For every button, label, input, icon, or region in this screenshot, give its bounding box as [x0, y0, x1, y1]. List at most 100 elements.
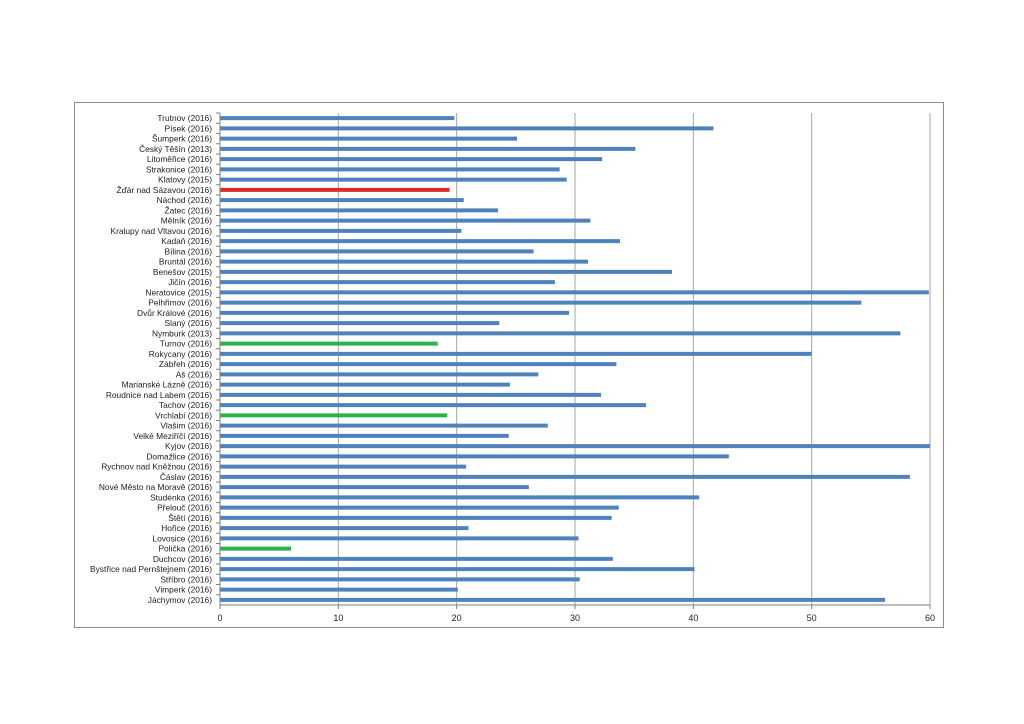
- category-label: Bruntál (2016): [159, 257, 212, 267]
- x-tick-label: 40: [688, 613, 698, 623]
- bars: [220, 116, 930, 602]
- bar: [220, 167, 560, 172]
- category-label: Rychnov nad Kněžnou (2016): [101, 462, 212, 472]
- category-label: Slaný (2016): [165, 318, 213, 328]
- bar: [220, 485, 529, 490]
- category-label: Bystřice nad Pernštejnem (2016): [90, 564, 212, 574]
- bar: [220, 321, 500, 326]
- category-label: Stříbro (2016): [160, 574, 212, 584]
- category-label: Trutnov (2016): [157, 113, 212, 123]
- bar: [220, 505, 619, 510]
- bar: [220, 269, 673, 274]
- bar: [220, 423, 548, 428]
- category-label: Aš (2016): [176, 369, 213, 379]
- category-label: Pelhřimov (2016): [148, 298, 212, 308]
- bar: [220, 280, 555, 285]
- category-label: Velké Meziříčí (2016): [133, 431, 212, 441]
- x-tick-labels: 0 10 20 30 40 50 60: [217, 613, 935, 623]
- category-label: Zábřeh (2016): [159, 359, 212, 369]
- bar: [220, 218, 591, 223]
- category-label: Bílina (2016): [165, 246, 213, 256]
- category-label: Žďár nad Sázavou (2016): [117, 185, 213, 195]
- bar: [220, 515, 612, 520]
- bar: [220, 300, 862, 305]
- category-label: Kyjov (2016): [165, 441, 212, 451]
- bar: [220, 341, 438, 346]
- category-label: Duchcov (2016): [153, 554, 212, 564]
- bar: [220, 536, 579, 541]
- bar: [220, 259, 589, 264]
- bar: [220, 116, 455, 121]
- category-label: Turnov (2016): [160, 339, 213, 349]
- bar: [220, 372, 539, 377]
- gridlines: [337, 113, 931, 605]
- bar: [220, 249, 534, 254]
- category-label: Žatec (2016): [165, 205, 213, 215]
- category-label: Vlašim (2016): [160, 421, 212, 431]
- bar: [220, 351, 812, 356]
- category-label: Tachov (2016): [159, 400, 212, 410]
- bar: [220, 382, 510, 387]
- bar: [220, 587, 458, 592]
- bar: [220, 444, 930, 449]
- bar: [220, 413, 448, 418]
- bar: [220, 567, 695, 572]
- category-label: Hořice (2016): [161, 523, 212, 533]
- category-label: Lovosice (2016): [152, 533, 212, 543]
- category-label: Domažlice (2016): [146, 451, 212, 461]
- bar: [220, 310, 570, 315]
- chart-area: Trutnov (2016) Písek (2016) Šumperk (2016)…: [74, 102, 944, 628]
- bar: [220, 392, 602, 397]
- category-label: Nové Město na Moravě (2016): [99, 482, 212, 492]
- category-label: Studénka (2016): [150, 492, 212, 502]
- bar: [220, 157, 603, 162]
- bar: [220, 464, 467, 469]
- bar: [220, 577, 580, 582]
- category-label: Šumperk (2016): [152, 134, 212, 144]
- bar-chart: Trutnov (2016)Písek (2016)Šumperk (2016)…: [90, 112, 935, 623]
- bar: [220, 597, 886, 602]
- category-label: Roudnice nad Labem (2016): [106, 390, 212, 400]
- category-label: Čáslav (2016): [160, 472, 212, 482]
- bar: [220, 331, 901, 336]
- x-tick-label: 30: [570, 613, 580, 623]
- bar: [220, 474, 910, 479]
- category-label: Jáchymov (2016): [148, 595, 212, 605]
- category-label: Kralupy nad Vltavou (2016): [111, 226, 213, 236]
- category-label: Litoměřice (2016): [147, 154, 212, 164]
- x-tick-label: 10: [333, 613, 343, 623]
- category-label: Kadaň (2016): [161, 236, 212, 246]
- category-label: Nymburk (2013): [152, 328, 212, 338]
- category-label: Štětí (2016): [168, 513, 212, 523]
- bar: [220, 177, 567, 182]
- x-tick-label: 50: [807, 613, 817, 623]
- category-label: Neratovice (2015): [145, 287, 212, 297]
- category-label: Benešov (2015): [153, 267, 212, 277]
- bar: [220, 362, 617, 367]
- category-label: Klatovy (2015): [158, 175, 212, 185]
- bar: [220, 208, 499, 213]
- bar: [220, 546, 291, 551]
- bar: [220, 239, 620, 244]
- bar: [220, 290, 929, 295]
- bar: [220, 126, 714, 131]
- bar: [220, 403, 646, 408]
- x-tick-label: 60: [925, 613, 935, 623]
- category-label: Jičín (2016): [168, 277, 212, 287]
- bar: [220, 136, 518, 141]
- bar: [220, 146, 636, 151]
- category-label: Polička (2016): [158, 544, 212, 554]
- category-label: Dvůr Králové (2016): [137, 308, 212, 318]
- bar: [220, 187, 450, 192]
- category-labels: Trutnov (2016)Písek (2016)Šumperk (2016)…: [90, 113, 212, 605]
- category-label: Strakonice (2016): [146, 164, 212, 174]
- category-label: Mělník (2016): [161, 216, 212, 226]
- category-label: Písek (2016): [165, 123, 213, 133]
- category-label: Marianské Lázně (2016): [122, 380, 213, 390]
- category-label: Přelouč (2016): [157, 503, 212, 513]
- category-label: Český Těšín (2013): [139, 144, 212, 154]
- axes: [216, 112, 931, 609]
- x-tick-label: 20: [452, 613, 462, 623]
- bar: [220, 198, 464, 203]
- category-label: Vrchlabí (2016): [155, 410, 212, 420]
